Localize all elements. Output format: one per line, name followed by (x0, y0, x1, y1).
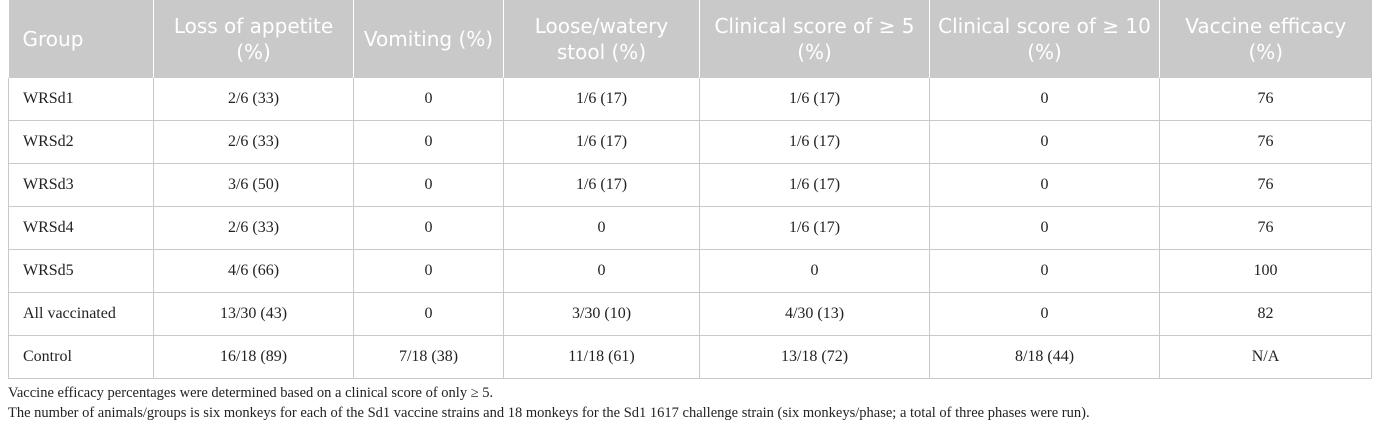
cell-loss-of-appetite: 13/30 (43) (153, 292, 354, 336)
header-loss-of-appetite: Loss of appetite (%) (153, 0, 354, 78)
footnote-animals: The number of animals/groups is six monk… (8, 405, 1090, 421)
cell-loose-stool: 1/6 (17) (503, 78, 700, 121)
cell-group: Control (8, 335, 154, 379)
cell-clinical-5: 4/30 (13) (699, 292, 930, 336)
cell-loss-of-appetite: 4/6 (66) (153, 249, 354, 293)
header-vomiting: Vomiting (%) (353, 0, 504, 78)
table-row: Control 16/18 (89) 7/18 (38) 11/18 (61) … (8, 335, 1372, 379)
cell-clinical-10: 0 (929, 249, 1160, 293)
cell-loss-of-appetite: 2/6 (33) (153, 78, 354, 121)
header-loose-watery-stool: Loose/watery stool (%) (503, 0, 700, 78)
cell-loose-stool: 3/30 (10) (503, 292, 700, 336)
cell-clinical-10: 0 (929, 206, 1160, 250)
table-row: WRSd3 3/6 (50) 0 1/6 (17) 1/6 (17) 0 76 (8, 163, 1372, 207)
cell-group: WRSd5 (8, 249, 154, 293)
cell-clinical-5: 0 (699, 249, 930, 293)
cell-clinical-5: 1/6 (17) (699, 206, 930, 250)
cell-vaccine-efficacy: N/A (1159, 335, 1372, 379)
cell-clinical-10: 0 (929, 120, 1160, 164)
cell-clinical-5: 1/6 (17) (699, 163, 930, 207)
cell-group: All vaccinated (8, 292, 154, 336)
cell-vomiting: 0 (353, 249, 504, 293)
cell-vomiting: 7/18 (38) (353, 335, 504, 379)
cell-loose-stool: 0 (503, 249, 700, 293)
table-body: WRSd1 2/6 (33) 0 1/6 (17) 1/6 (17) 0 76 … (8, 78, 1372, 379)
header-clinical-score-5: Clinical score of ≥ 5 (%) (699, 0, 930, 78)
table-header: Group Loss of appetite (%) Vomiting (%) … (8, 0, 1372, 78)
cell-vomiting: 0 (353, 206, 504, 250)
cell-clinical-10: 0 (929, 292, 1160, 336)
cell-vaccine-efficacy: 82 (1159, 292, 1372, 336)
cell-vaccine-efficacy: 76 (1159, 78, 1372, 121)
cell-loose-stool: 0 (503, 206, 700, 250)
table-row: WRSd5 4/6 (66) 0 0 0 0 100 (8, 249, 1372, 293)
header-vaccine-efficacy: Vaccine efficacy (%) (1159, 0, 1372, 78)
table-container: Group Loss of appetite (%) Vomiting (%) … (8, 0, 1372, 423)
cell-vomiting: 0 (353, 120, 504, 164)
footnote-efficacy: Vaccine efficacy percentages were determ… (8, 385, 494, 401)
header-row: Group Loss of appetite (%) Vomiting (%) … (8, 0, 1372, 78)
cell-clinical-5: 1/6 (17) (699, 120, 930, 164)
data-table: Group Loss of appetite (%) Vomiting (%) … (8, 0, 1372, 379)
cell-group: WRSd4 (8, 206, 154, 250)
cell-group: WRSd3 (8, 163, 154, 207)
cell-loose-stool: 1/6 (17) (503, 163, 700, 207)
cell-vomiting: 0 (353, 163, 504, 207)
header-clinical-score-10: Clinical score of ≥ 10 (%) (929, 0, 1160, 78)
cell-clinical-5: 1/6 (17) (699, 78, 930, 121)
cell-vaccine-efficacy: 76 (1159, 206, 1372, 250)
cell-vaccine-efficacy: 100 (1159, 249, 1372, 293)
cell-vomiting: 0 (353, 292, 504, 336)
cell-loss-of-appetite: 16/18 (89) (153, 335, 354, 379)
table-row: WRSd4 2/6 (33) 0 0 1/6 (17) 0 76 (8, 206, 1372, 250)
cell-group: WRSd2 (8, 120, 154, 164)
cell-group: WRSd1 (8, 78, 154, 121)
table-footnotes: Vaccine efficacy percentages were determ… (8, 383, 1371, 423)
cell-clinical-10: 8/18 (44) (929, 335, 1160, 379)
cell-clinical-10: 0 (929, 163, 1160, 207)
cell-loss-of-appetite: 2/6 (33) (153, 206, 354, 250)
cell-loose-stool: 11/18 (61) (503, 335, 700, 379)
cell-clinical-5: 13/18 (72) (699, 335, 930, 379)
cell-vomiting: 0 (353, 78, 504, 121)
cell-loss-of-appetite: 3/6 (50) (153, 163, 354, 207)
table-row: WRSd2 2/6 (33) 0 1/6 (17) 1/6 (17) 0 76 (8, 120, 1372, 164)
cell-clinical-10: 0 (929, 78, 1160, 121)
cell-vaccine-efficacy: 76 (1159, 120, 1372, 164)
table-row: WRSd1 2/6 (33) 0 1/6 (17) 1/6 (17) 0 76 (8, 78, 1372, 121)
table-row: All vaccinated 13/30 (43) 0 3/30 (10) 4/… (8, 292, 1372, 336)
cell-loss-of-appetite: 2/6 (33) (153, 120, 354, 164)
cell-vaccine-efficacy: 76 (1159, 163, 1372, 207)
cell-loose-stool: 1/6 (17) (503, 120, 700, 164)
header-group: Group (8, 0, 154, 78)
